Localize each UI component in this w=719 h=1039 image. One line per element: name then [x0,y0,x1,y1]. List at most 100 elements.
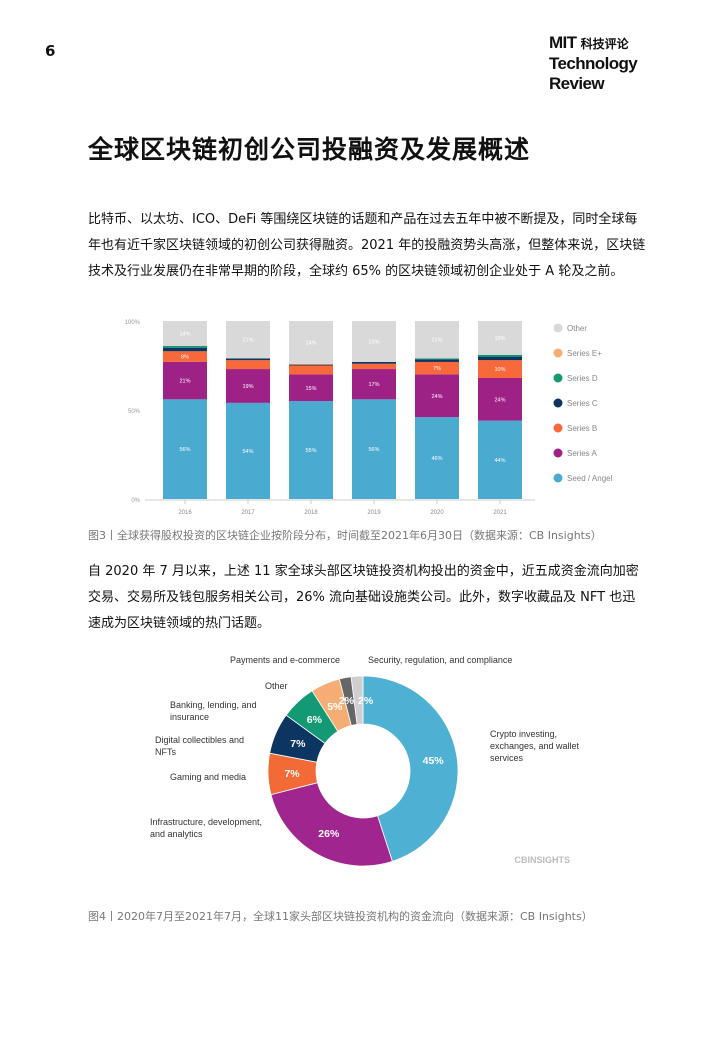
bar-segment-series-b [415,361,459,375]
bar-data-label: 15% [305,386,316,392]
bar-data-label: 10% [494,367,505,373]
bar-segment-other [226,321,270,359]
y-tick-label: 0% [131,498,140,504]
slice-category-label: insurance [170,712,209,722]
x-tick-label: 2019 [367,510,381,516]
paragraph-intro: 比特币、以太坊、ICO、DeFi 等围绕区块链的话题和产品在过去五年中被不断提及… [88,212,646,279]
bar-data-label: 23% [368,339,379,345]
donut-slice [270,782,393,867]
bar-segment-series-a [478,377,522,421]
bar-segment-seed-angel [415,417,459,499]
legend-swatch [553,448,563,458]
bar-data-label: 24% [494,397,505,403]
slice-category-label: Gaming and media [170,772,246,782]
bar-segment-series-c [289,364,333,366]
bar-segment-series-c [226,358,270,361]
bar-segment-series-a [163,361,207,400]
legend-swatch [553,348,563,358]
bar-segment-series-d [415,358,459,360]
donut-slice [362,675,459,862]
slice-category-label: Banking, lending, and [170,700,257,710]
stacked-bar-chart: 0% 50% 100% 56% 21% 8% 14% 2016 54% 19% 21% 2017 55%… [125,320,613,516]
y-tick-label: 100% [125,320,141,326]
logo-technology: Technology [549,54,638,73]
bar-segment-series-a [415,374,459,418]
slice-category-label: Security, regulation, and compliance [368,655,512,665]
bar-data-label: 24% [305,340,316,346]
bar-data-label: 44% [494,458,505,464]
bar-data-label: 55% [305,448,316,454]
bar-segment-seed-angel [226,402,270,499]
slice-percent-label: 7% [290,738,306,750]
legend-label: Series D [567,374,598,383]
slice-percent-label: 45% [423,755,445,767]
bar-segment-seed-angel [289,401,333,499]
bar-segment-other [289,321,333,364]
donut-slice [350,675,364,725]
bar-segment-seed-angel [163,399,207,499]
slice-category-label: Crypto investing, [490,729,557,739]
bar-data-label: 17% [368,382,379,388]
bar-segment-series-b [226,360,270,370]
slice-category-label: Infrastructure, development, [150,817,262,827]
bar-segment-series-b [163,351,207,362]
slice-category-label: Digital collectibles and [155,735,244,745]
paragraph-funding: 自 2020 年 7 月以来，上述 11 家全球头部区块链投资机构投出的资金中，… [88,564,639,631]
bar-data-label: 21% [431,338,442,344]
slice-category-label: exchanges, and wallet [490,741,580,751]
bar-segment-series-c [163,347,207,352]
donut-chart: 45% Crypto investing, exchanges, and walle… [150,655,580,867]
bar-segment-other [415,321,459,359]
bar-segment-seed-angel [352,399,396,499]
legend-label: Other [567,324,587,333]
slice-percent-label: 5% [327,701,343,713]
bar-segment-seed-angel [478,420,522,499]
legend-swatch [553,423,563,433]
bar-segment-series-b [289,365,333,375]
legend-label: Series C [567,399,598,408]
bar-data-label: 56% [368,447,379,453]
bar-segment-series-a [289,374,333,402]
bar-data-label: 24% [431,394,442,400]
x-tick-label: 2020 [430,510,444,516]
bar-segment-series-d [478,354,522,357]
legend-swatch [553,473,563,483]
page-number: 6 [45,42,56,60]
bar-data-label: 8% [181,355,189,361]
bar-segment-series-c [352,361,396,364]
cbinsights-watermark: CBINSIGHTS [514,855,570,865]
legend-label: Series E+ [567,349,602,358]
logo-cn: 科技评论 [580,37,629,51]
bar-data-label: 19% [242,384,253,390]
bar-data-label: 46% [431,456,442,462]
bar-data-label: 56% [179,447,190,453]
legend-swatch [553,373,563,383]
bar-segment-other [352,321,396,362]
bar-segment-series-a [226,369,270,403]
bar-segment-series-a [352,369,396,400]
slice-percent-label: 7% [284,768,300,780]
figure-3-caption: 图3丨全球获得股权投资的区块链企业按阶段分布，时间截至2021年6月30日（数据… [88,529,602,542]
x-tick-label: 2017 [241,510,255,516]
slice-category-label: Other [265,681,288,691]
slice-percent-label: 2% [339,695,355,707]
slice-percent-label: 2% [358,695,374,707]
bar-data-label: 21% [179,379,190,385]
bar-segment-series-b [352,363,396,370]
bar-segment-series-e- [289,363,333,365]
slice-percent-label: 6% [307,714,323,726]
slice-category-label: Payments and e-commerce [230,655,340,665]
legend-label: Seed / Angel [567,474,613,483]
x-tick-label: 2021 [493,510,507,516]
slice-percent-label: 26% [318,828,340,840]
legend-label: Series B [567,424,597,433]
page-title: 全球区块链初创公司投融资及发展概述 [88,135,531,164]
bar-segment-series-c [415,359,459,362]
bar-data-label: 14% [179,331,190,337]
slice-category-label: services [490,753,524,763]
slice-category-label: NFTs [155,747,176,757]
x-tick-label: 2018 [304,510,318,516]
logo-mit: MIT [549,33,577,52]
x-tick-label: 2016 [178,510,192,516]
